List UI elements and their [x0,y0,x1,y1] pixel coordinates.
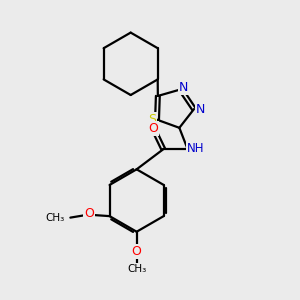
Text: CH₃: CH₃ [127,264,146,274]
Text: S: S [148,113,156,126]
Text: O: O [84,207,94,220]
Text: CH₃: CH₃ [46,213,65,223]
Text: O: O [132,244,142,258]
Text: NH: NH [187,142,205,155]
Text: O: O [148,122,158,135]
Text: N: N [179,80,188,94]
Text: N: N [196,103,205,116]
